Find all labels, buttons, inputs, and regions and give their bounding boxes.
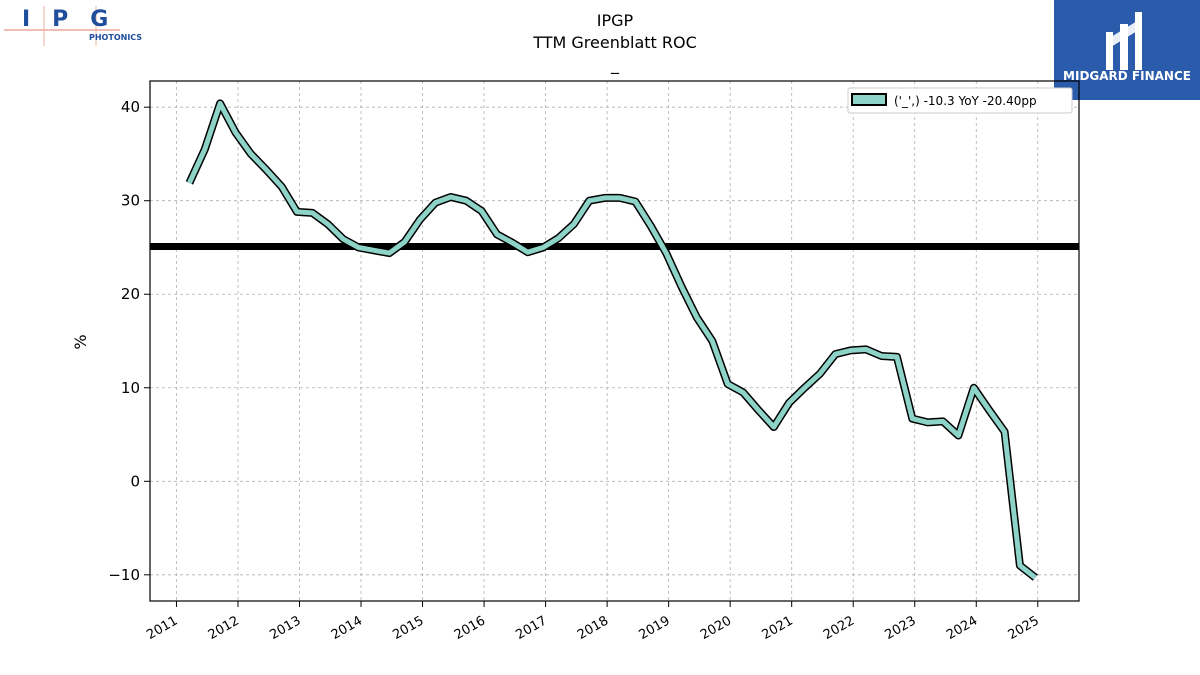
y-axis: −10 0 10 20 30 40 (108, 98, 150, 584)
chart-subtitle-2: _ (610, 55, 620, 75)
series-group (185, 99, 1038, 581)
x-tick-label: 2019 (636, 613, 672, 643)
legend-entry-label: ('_',) -10.3 YoY -20.40pp (894, 94, 1037, 108)
y-tick-label: 10 (121, 379, 140, 397)
midgard-emblem-icon (1106, 12, 1142, 70)
x-tick-label: 2017 (513, 613, 549, 643)
x-tick-label: 2016 (452, 613, 488, 643)
ipg-photonics-logo: IPG PHOTONICS (4, 6, 142, 46)
grid-lines (150, 81, 1079, 601)
x-tick-label: 2012 (206, 613, 242, 643)
y-tick-label: −10 (108, 566, 140, 584)
legend: ('_',) -10.3 YoY -20.40pp (847, 87, 1073, 114)
chart-subtitle: TTM Greenblatt ROC (532, 33, 697, 52)
y-tick-label: 30 (121, 192, 140, 210)
logo-company-letters: IPG (22, 7, 130, 32)
x-tick-label: 2021 (760, 613, 796, 643)
series-line (187, 100, 1037, 580)
y-tick-label: 20 (121, 285, 140, 303)
x-tick-label: 2014 (329, 613, 365, 643)
x-tick-label: 2013 (267, 613, 303, 643)
midgard-finance-logo: MIDGARD FINANCE (1054, 0, 1200, 100)
brand-name: MIDGARD FINANCE (1063, 69, 1191, 83)
x-axis: 2011 2012 2013 2014 2015 2016 2017 2018 2019 2020… (144, 601, 1042, 643)
x-tick-label: 2022 (821, 613, 857, 643)
y-tick-label: 40 (121, 98, 140, 116)
x-tick-label: 2018 (575, 613, 611, 643)
x-tick-label: 2015 (390, 613, 426, 643)
legend-swatch (851, 93, 887, 106)
x-tick-label: 2011 (144, 613, 180, 643)
chart-title: IPGP (597, 11, 634, 30)
x-tick-label: 2024 (944, 613, 980, 643)
y-tick-label: 0 (130, 472, 140, 490)
legend-box (847, 87, 1073, 114)
x-tick-label: 2023 (883, 613, 919, 643)
x-tick-label: 2020 (698, 613, 734, 643)
logo-company-sub: PHOTONICS (89, 33, 142, 42)
series-line-outline (185, 99, 1038, 581)
y-axis-label: % (71, 334, 90, 349)
plot-frame (149, 80, 1080, 602)
x-tick-label: 2025 (1006, 613, 1042, 643)
